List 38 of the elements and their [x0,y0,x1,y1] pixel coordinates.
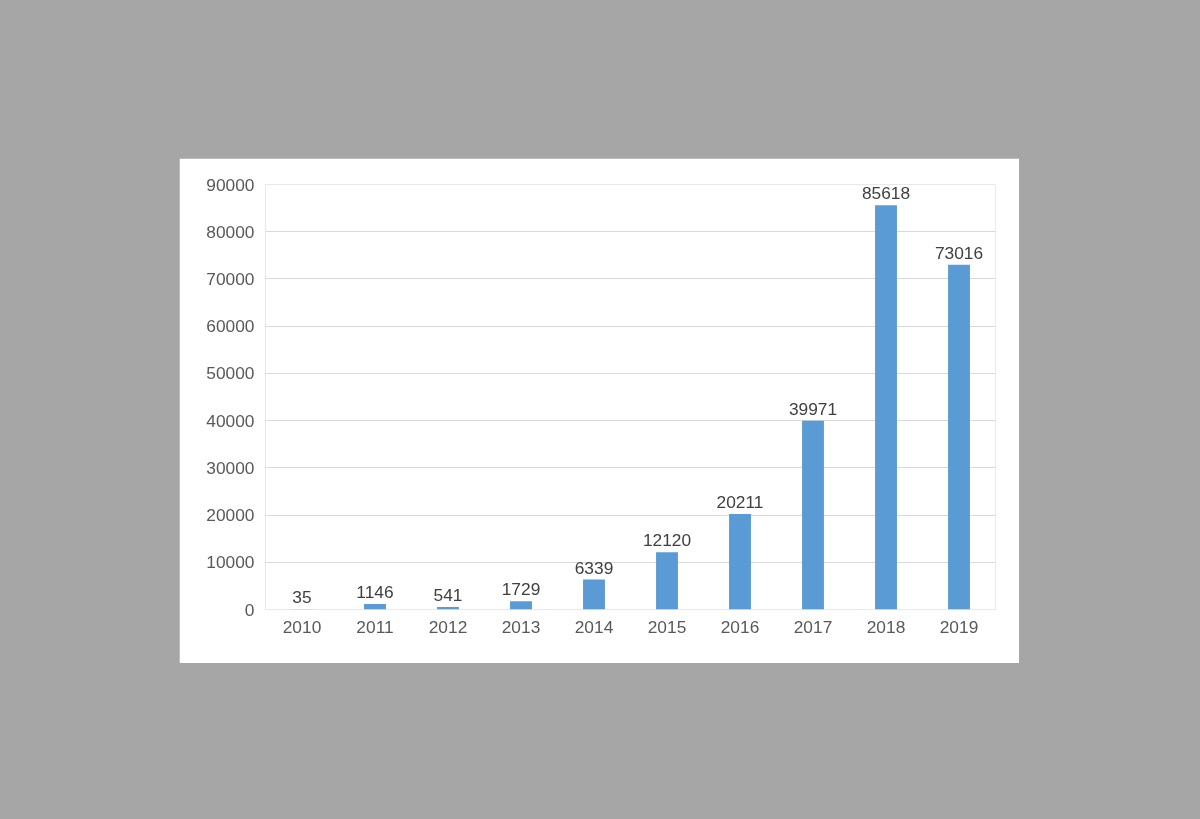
data-label: 39971 [788,398,838,419]
x-tick-label: 2016 [720,616,760,637]
x-tick-label: 2010 [282,616,322,637]
bar [510,601,532,610]
x-tick-label: 2019 [939,616,979,637]
data-label: 1146 [356,582,394,603]
y-tick-label: 50000 [206,363,255,384]
data-label: 35 [292,587,312,608]
x-tick-label: 2015 [647,616,687,637]
data-label: 1729 [501,579,541,600]
x-tick-label: 2017 [793,616,833,637]
y-tick-label: 30000 [206,457,255,478]
x-tick-label: 2011 [356,616,394,637]
bar [875,205,897,610]
data-label: 541 [433,584,463,605]
bar [364,604,386,610]
y-tick-label: 40000 [206,410,255,431]
y-tick-label: 90000 [206,174,255,195]
y-tick-label: 60000 [206,316,255,337]
data-label: 6339 [574,557,614,578]
bar [583,579,605,610]
data-label: 20211 [716,492,764,513]
data-label: 12120 [642,530,692,551]
data-label: 73016 [934,242,984,263]
bar [656,552,678,610]
bar [729,514,751,610]
x-tick-label: 2014 [574,616,614,637]
x-tick-label: 2013 [501,616,541,637]
x-tick-label: 2018 [866,616,906,637]
x-tick-label: 2012 [428,616,468,637]
y-tick-label: 20000 [206,505,255,526]
y-tick-label: 80000 [206,221,255,242]
y-tick-label: 70000 [206,268,255,289]
y-tick-label: 0 [244,599,255,620]
data-label: 85618 [861,183,911,204]
y-tick-label: 10000 [206,552,255,573]
bar [948,264,970,610]
bar [802,420,824,610]
